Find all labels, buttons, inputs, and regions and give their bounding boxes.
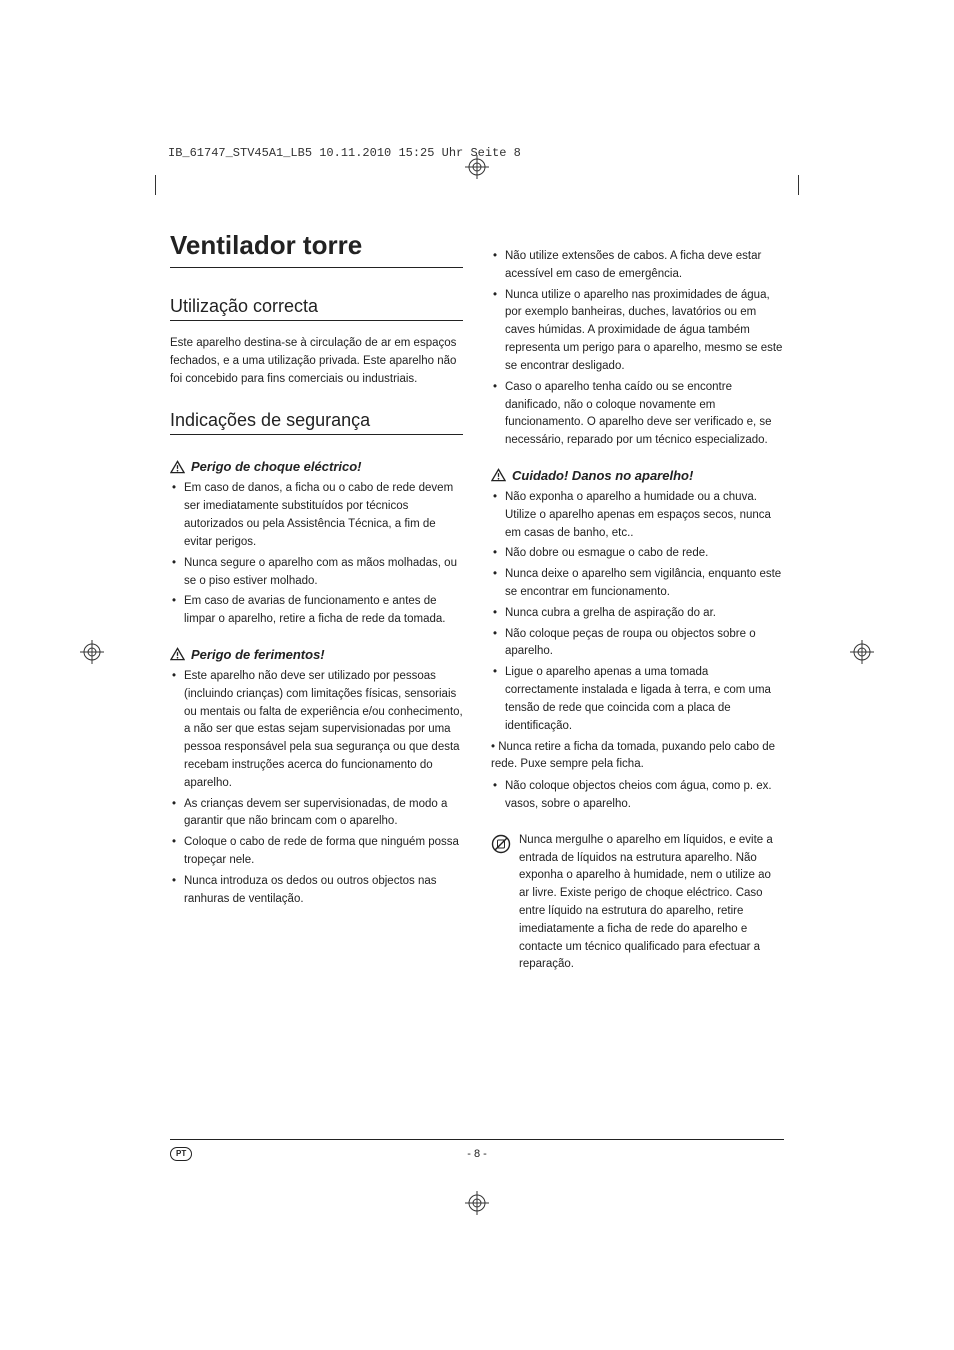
title-rule: [170, 267, 463, 268]
subheading-text: Perigo de ferimentos!: [191, 647, 325, 662]
prohibition-note: Nunca mergulhe o aparelho em líquidos, e…: [491, 832, 784, 975]
subheading-text: Cuidado! Danos no aparelho!: [512, 468, 693, 483]
warning-subheading: Cuidado! Danos no aparelho!: [491, 468, 784, 483]
page-footer: PT - 8 -: [170, 1148, 784, 1160]
list-item: Coloque o cabo de rede de forma que ning…: [170, 834, 463, 870]
section-heading: Utilização correcta: [170, 296, 463, 317]
list-item: Nunca deixe o aparelho sem vigilância, e…: [491, 566, 784, 602]
list-item: Em caso de danos, a ficha ou o cabo de r…: [170, 480, 463, 551]
language-code: PT: [170, 1147, 192, 1161]
list-item: Não coloque peças de roupa ou objectos s…: [491, 626, 784, 662]
warning-subheading: Perigo de ferimentos!: [170, 647, 463, 662]
list-item: Não dobre ou esmague o cabo de rede.: [491, 545, 784, 563]
section-heading: Indicações de segurança: [170, 410, 463, 431]
bullet-list: Não exponha o aparelho a humidade ou a c…: [491, 489, 784, 736]
list-item: Nunca introduza os dedos ou outros objec…: [170, 873, 463, 909]
two-column-layout: Ventilador torre Utilização correcta Est…: [170, 230, 784, 1170]
registration-mark-left: [80, 640, 104, 669]
bullet-list: Não coloque objectos cheios com água, co…: [491, 778, 784, 814]
list-item: Não exponha o aparelho a humidade ou a c…: [491, 489, 784, 542]
content-area: Ventilador torre Utilização correcta Est…: [170, 230, 784, 1170]
right-column: Não utilize extensões de cabos. A ficha …: [491, 230, 784, 1170]
list-item: Caso o aparelho tenha caído ou se encont…: [491, 379, 784, 450]
section-rule: [170, 434, 463, 435]
document-title: Ventilador torre: [170, 230, 463, 261]
crop-mark: [155, 175, 156, 195]
warning-subheading: Perigo de choque eléctrico!: [170, 459, 463, 474]
list-item: Em caso de avarias de funcionamento e an…: [170, 593, 463, 629]
list-item: Não coloque objectos cheios com água, co…: [491, 778, 784, 814]
warning-triangle-icon: [170, 460, 185, 474]
bullet-list: Em caso de danos, a ficha ou o cabo de r…: [170, 480, 463, 629]
registration-mark-top: [465, 155, 489, 184]
subheading-text: Perigo de choque eléctrico!: [191, 459, 362, 474]
footer-rule: [170, 1139, 784, 1140]
bullet-list: Este aparelho não deve ser utilizado por…: [170, 668, 463, 909]
registration-mark-right: [850, 640, 874, 669]
note-text: Nunca mergulhe o aparelho em líquidos, e…: [519, 832, 784, 975]
left-column: Ventilador torre Utilização correcta Est…: [170, 230, 463, 1170]
manual-page: IB_61747_STV45A1_LB5 10.11.2010 15:25 Uh…: [0, 0, 954, 1350]
list-item: Nunca cubra a grelha de aspiração do ar.: [491, 605, 784, 623]
list-item: Ligue o aparelho apenas a uma tomada cor…: [491, 664, 784, 735]
continuation-text: • Nunca retire a ficha da tomada, puxand…: [491, 739, 784, 775]
list-item: Nunca utilize o aparelho nas proximidade…: [491, 287, 784, 376]
bullet-list: Não utilize extensões de cabos. A ficha …: [491, 248, 784, 450]
list-item: As crianças devem ser supervisionadas, d…: [170, 796, 463, 832]
list-item: Não utilize extensões de cabos. A ficha …: [491, 248, 784, 284]
warning-triangle-icon: [170, 647, 185, 661]
registration-mark-bottom: [465, 1191, 489, 1220]
warning-triangle-icon: [491, 468, 506, 482]
section-rule: [170, 320, 463, 321]
page-number: - 8 -: [467, 1148, 487, 1160]
crop-mark: [798, 175, 799, 195]
language-badge: PT: [170, 1147, 192, 1161]
list-item: Nunca segure o aparelho com as mãos molh…: [170, 555, 463, 591]
section-paragraph: Este aparelho destina-se à circulação de…: [170, 335, 463, 388]
list-item: Este aparelho não deve ser utilizado por…: [170, 668, 463, 793]
no-liquid-icon: [491, 834, 511, 854]
